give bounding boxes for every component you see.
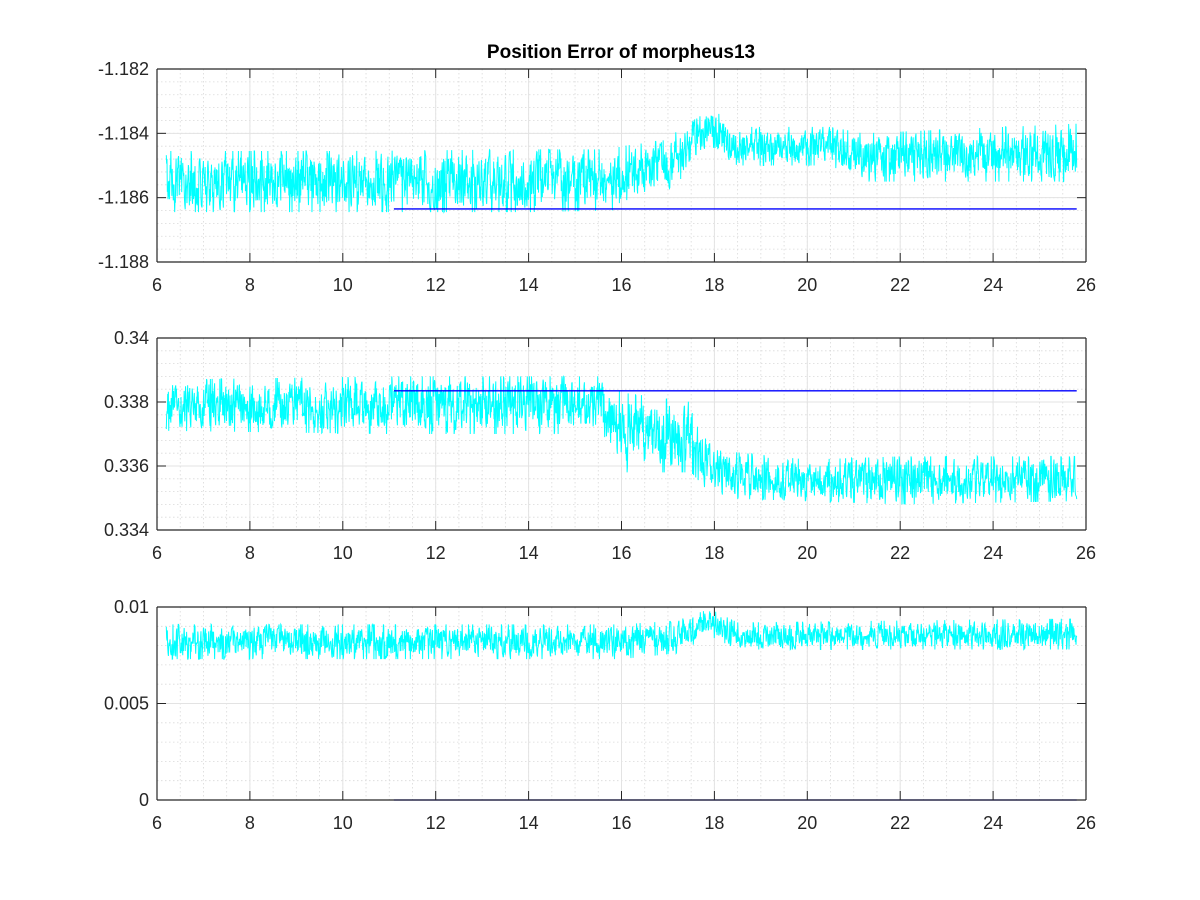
x-tick-label: 14 — [519, 543, 539, 563]
subplot-1-axes: 6 8 10 12 14 16 18 20 22 24 26 -1.188 -1.186 -1.184 -1… — [98, 59, 1096, 295]
y-tick-label: -1.182 — [98, 59, 149, 79]
x-tick-label: 12 — [426, 275, 446, 295]
x-tick-label: 14 — [519, 275, 539, 295]
y-tick-label: 0.01 — [114, 597, 149, 617]
x-tick-label: 6 — [152, 543, 162, 563]
x-tick-label: 8 — [245, 275, 255, 295]
x-tick-label: 10 — [333, 813, 353, 833]
x-tick-label: 22 — [890, 813, 910, 833]
y-tick-label: 0.338 — [104, 392, 149, 412]
x-tick-label: 26 — [1076, 543, 1096, 563]
x-tick-label: 18 — [704, 813, 724, 833]
x-tick-label: 20 — [797, 543, 817, 563]
x-tick-label: 10 — [333, 543, 353, 563]
x-tick-label: 6 — [152, 813, 162, 833]
x-tick-label: 14 — [519, 813, 539, 833]
x-tick-label: 12 — [426, 543, 446, 563]
y-tick-label: 0.334 — [104, 520, 149, 540]
x-tick-label: 22 — [890, 543, 910, 563]
x-tick-label: 10 — [333, 275, 353, 295]
x-tick-label: 18 — [704, 275, 724, 295]
y-tick-label: 0 — [139, 790, 149, 810]
x-tick-label: 6 — [152, 275, 162, 295]
x-tick-label: 16 — [611, 543, 631, 563]
x-tick-label: 12 — [426, 813, 446, 833]
x-tick-label: 24 — [983, 543, 1003, 563]
series-1-line — [165, 611, 1078, 661]
y-tick-label: -1.184 — [98, 123, 149, 143]
x-tick-label: 18 — [704, 543, 724, 563]
x-tick-label: 8 — [245, 543, 255, 563]
x-tick-label: 24 — [983, 275, 1003, 295]
x-tick-label: 8 — [245, 813, 255, 833]
series-1-line — [165, 113, 1078, 214]
x-tick-label: 26 — [1076, 275, 1096, 295]
x-tick-label: 22 — [890, 275, 910, 295]
subplot-3-axes: 6 8 10 12 14 16 18 20 22 24 26 0 0.005 0.01 — [104, 597, 1096, 833]
series-1-line — [165, 375, 1078, 505]
x-tick-label: 24 — [983, 813, 1003, 833]
y-tick-label: -1.186 — [98, 188, 149, 208]
x-tick-label: 20 — [797, 813, 817, 833]
x-tick-label: 16 — [611, 813, 631, 833]
y-tick-label: 0.005 — [104, 694, 149, 714]
y-tick-label: 0.34 — [114, 328, 149, 348]
y-tick-label: 0.336 — [104, 456, 149, 476]
x-tick-label: 16 — [611, 275, 631, 295]
x-tick-label: 26 — [1076, 813, 1096, 833]
figure-title: Position Error of morpheus13 — [487, 42, 755, 63]
subplot-2-axes: 6 8 10 12 14 16 18 20 22 24 26 0.334 0.336 0.338 0.34 — [104, 328, 1096, 563]
x-tick-label: 20 — [797, 275, 817, 295]
y-tick-label: -1.188 — [98, 252, 149, 272]
